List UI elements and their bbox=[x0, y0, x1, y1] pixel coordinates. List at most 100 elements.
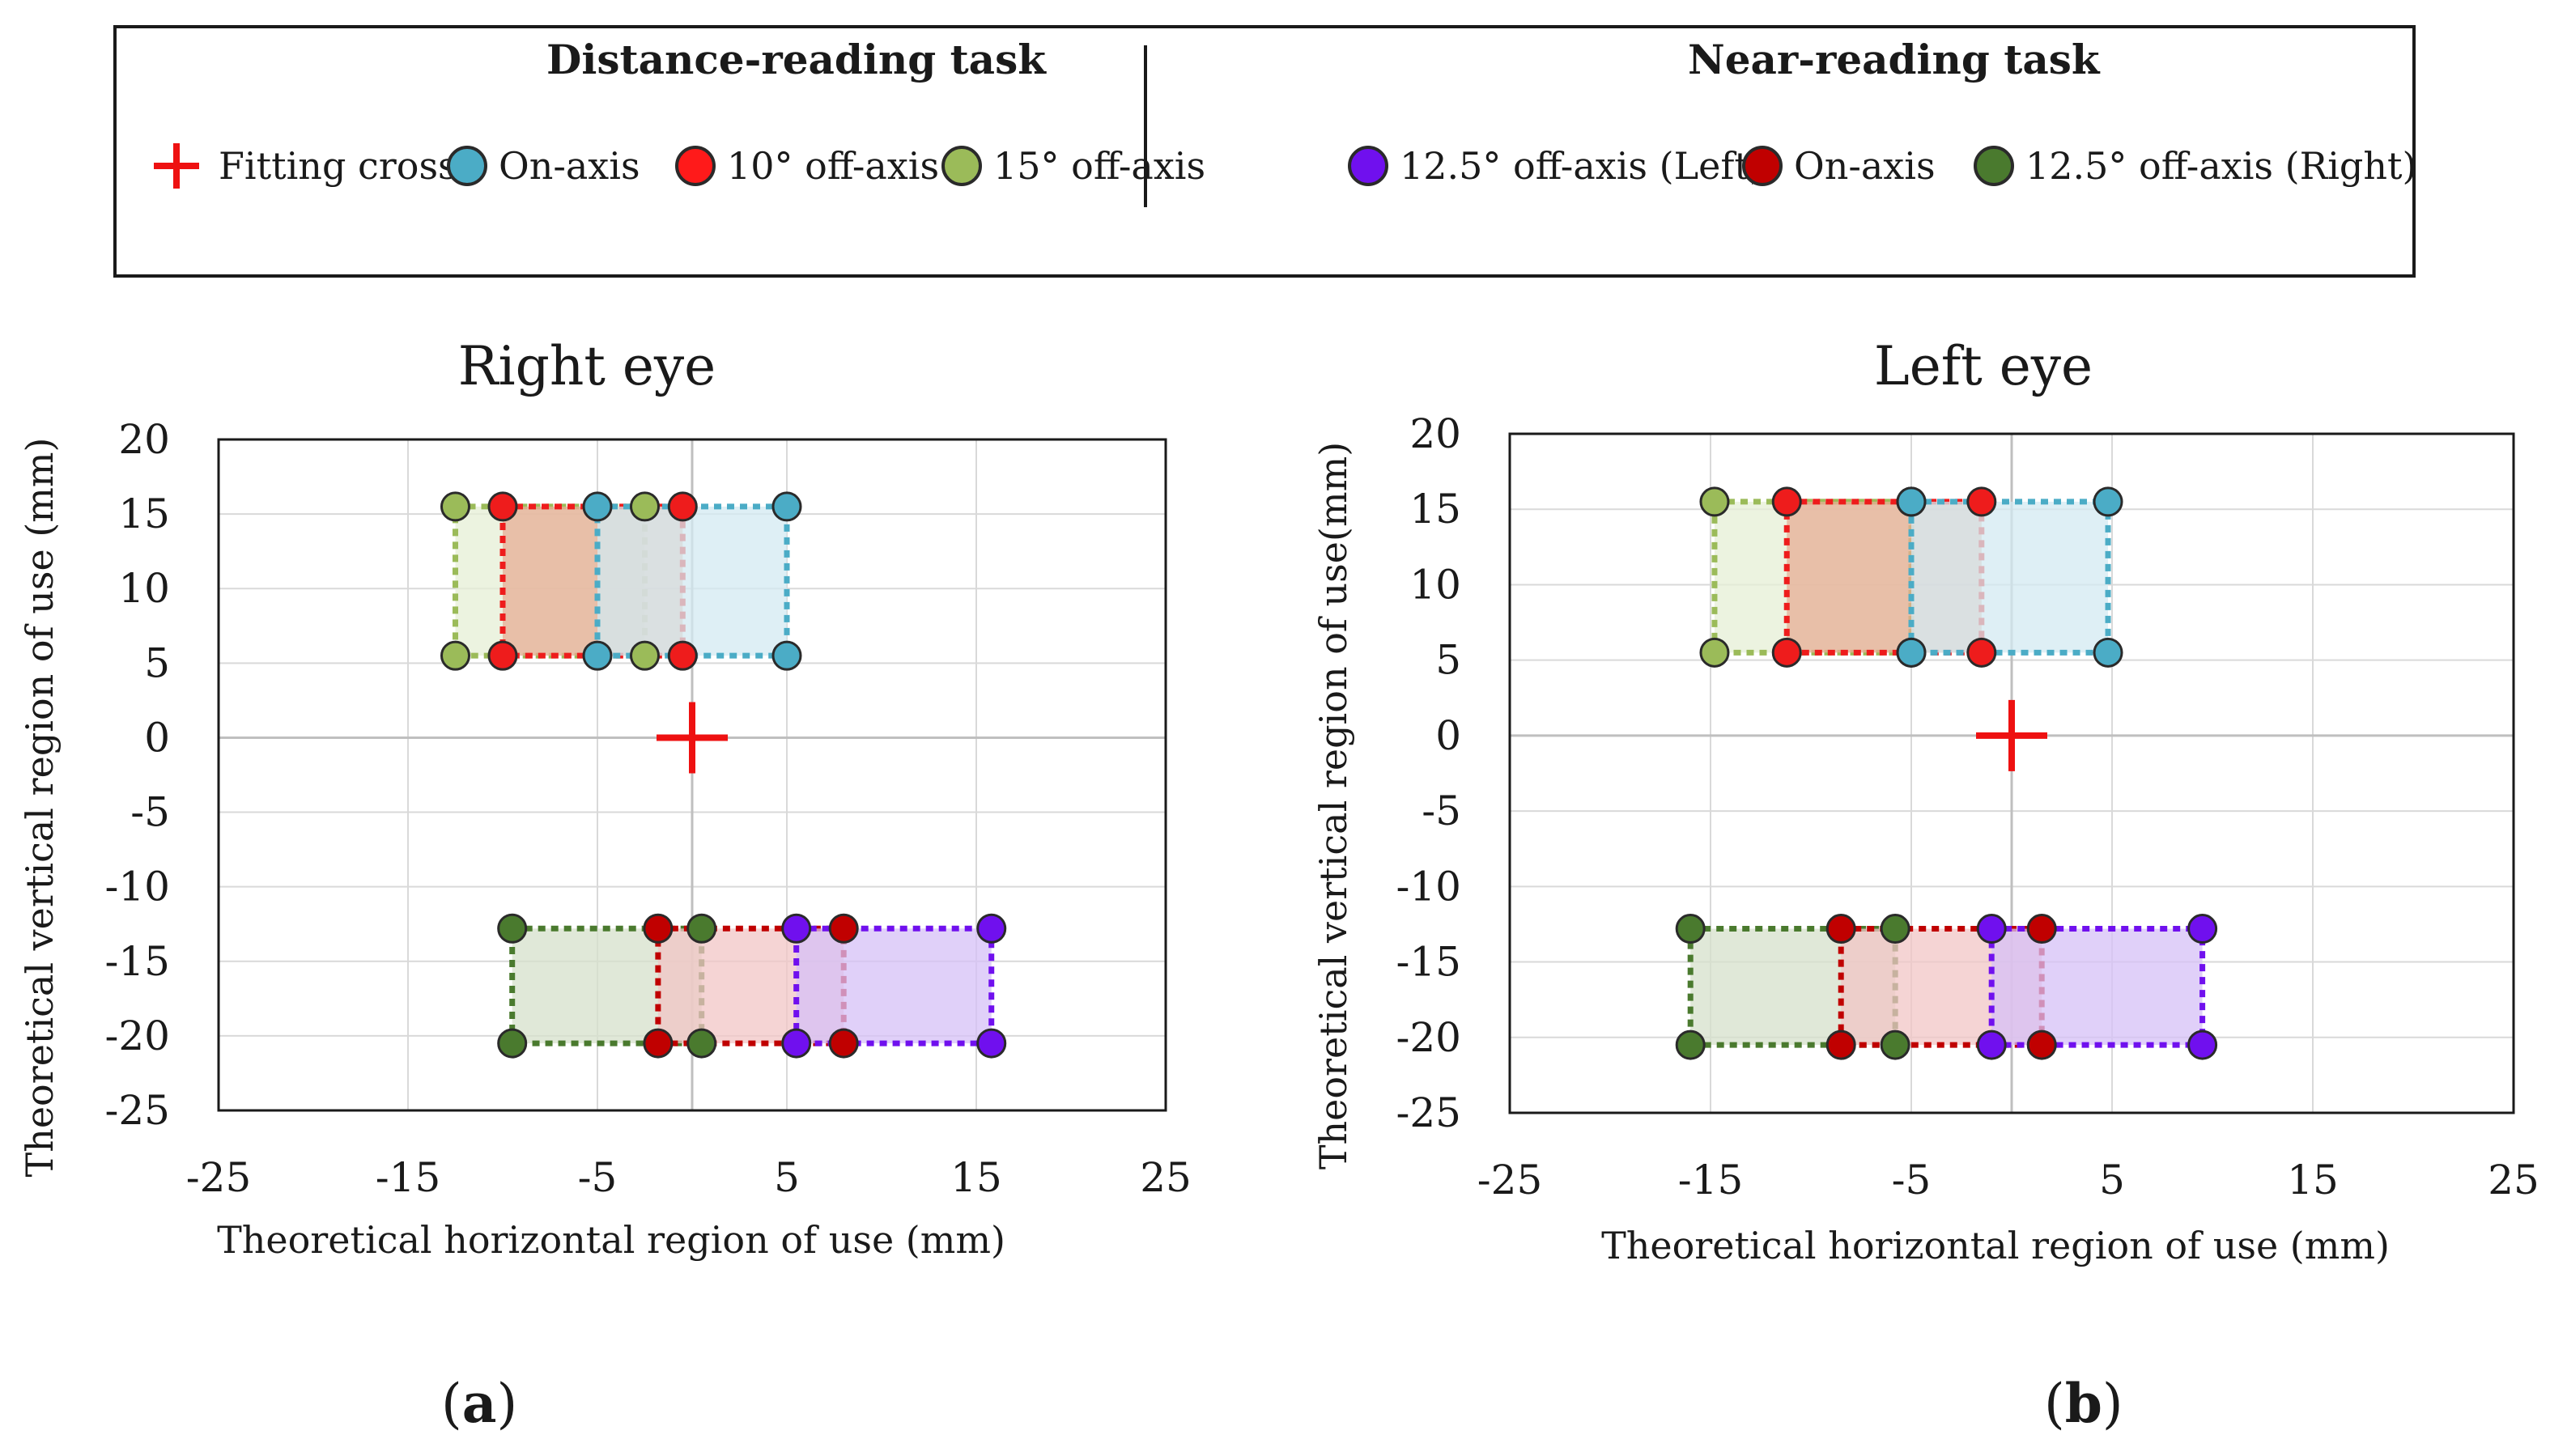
region-distance-on-axis bbox=[594, 503, 790, 659]
chart-right-eye: -25 -15 -5 5 15 25 20 15 10 5 0 -5 -10 -15 -20 -25 Right… bbox=[18, 335, 1192, 1262]
data-point bbox=[582, 640, 613, 671]
near-on-axis-dot-icon bbox=[1742, 146, 1783, 186]
data-point bbox=[686, 1028, 717, 1059]
x-tick-label: 25 bbox=[2488, 1157, 2539, 1203]
data-point bbox=[2026, 914, 2057, 944]
data-point bbox=[1699, 637, 1730, 668]
data-point bbox=[630, 640, 660, 671]
data-point bbox=[1976, 1029, 2007, 1060]
data-point bbox=[1966, 486, 1997, 517]
legend-distance-title: Distance-reading task bbox=[546, 36, 1046, 83]
region-distance-on-axis bbox=[1908, 499, 2111, 656]
x-tick-label: 15 bbox=[2287, 1157, 2339, 1203]
left-off-axis-dot-icon bbox=[1348, 146, 1388, 186]
data-point bbox=[643, 1028, 674, 1059]
data-point bbox=[771, 640, 802, 671]
data-point bbox=[1699, 486, 1730, 517]
chart-left-eye: -25 -15 -5 5 15 25 20 15 10 5 0 -5 -10 -15 -20 -25 Left … bbox=[1311, 335, 2539, 1267]
legend-label: 12.5° off-axis (Right) bbox=[2025, 144, 2417, 188]
y-axis-label: Theoretical vertical region of use (mm) bbox=[18, 438, 62, 1178]
x-axis-label: Theoretical horizontal region of use (mm… bbox=[217, 1218, 1005, 1262]
legend-label: Fitting cross bbox=[219, 144, 457, 188]
legend-item-10-off-axis: 10° off-axis bbox=[675, 138, 939, 194]
y-tick-label: -10 bbox=[104, 864, 170, 911]
data-point bbox=[2093, 486, 2123, 517]
x-tick-label: 25 bbox=[1140, 1154, 1192, 1201]
data-point bbox=[487, 640, 518, 671]
x-tick-label: 5 bbox=[774, 1154, 800, 1201]
data-point bbox=[771, 491, 802, 522]
x-tick-label: -25 bbox=[1477, 1157, 1543, 1203]
data-point bbox=[1896, 637, 1927, 668]
y-tick-label: 5 bbox=[1435, 637, 1461, 684]
data-point bbox=[976, 913, 1007, 944]
y-tick-label: 15 bbox=[1409, 486, 1461, 533]
y-tick-label: -20 bbox=[1396, 1014, 1461, 1061]
y-tick-label: 10 bbox=[1409, 561, 1461, 608]
plot-area-frame bbox=[1508, 432, 2515, 1114]
y-tick-label: 20 bbox=[118, 416, 170, 463]
data-point bbox=[1675, 914, 1706, 944]
data-point bbox=[1976, 914, 2007, 944]
legend-item-fitting-cross: Fitting cross bbox=[154, 138, 457, 194]
data-point bbox=[976, 1028, 1007, 1059]
y-tick-label: 15 bbox=[118, 490, 170, 537]
data-point bbox=[1771, 486, 1802, 517]
y-tick-label: 0 bbox=[144, 714, 170, 761]
y-tick-label: -5 bbox=[1422, 787, 1461, 834]
y-tick-label: -15 bbox=[104, 938, 170, 985]
data-point bbox=[1880, 914, 1910, 944]
data-point bbox=[1966, 637, 1997, 668]
legend-label: On-axis bbox=[1794, 144, 1936, 188]
plot-area-frame bbox=[217, 438, 1167, 1112]
ten-off-axis-dot-icon bbox=[675, 146, 716, 186]
data-point bbox=[2026, 1029, 2057, 1060]
x-axis-label: Theoretical horizontal region of use (mm… bbox=[1601, 1224, 2390, 1267]
data-point bbox=[2187, 914, 2218, 944]
legend-box bbox=[113, 25, 2416, 278]
region-near-12-5-off-axis-left- bbox=[1988, 926, 2206, 1048]
y-axis-label: Theoretical vertical region of use(mm) bbox=[1311, 442, 1355, 1169]
data-point bbox=[1825, 1029, 1856, 1060]
data-point bbox=[582, 491, 613, 522]
x-tick-label: 5 bbox=[2099, 1157, 2125, 1203]
data-point bbox=[667, 491, 698, 522]
data-point bbox=[781, 1028, 812, 1059]
fifteen-off-axis-dot-icon bbox=[941, 146, 982, 186]
data-point bbox=[828, 913, 859, 944]
data-point bbox=[2187, 1029, 2218, 1060]
data-point bbox=[2093, 637, 2123, 668]
x-tick-label: -5 bbox=[578, 1154, 618, 1201]
x-tick-label: -25 bbox=[186, 1154, 252, 1201]
data-point bbox=[1771, 637, 1802, 668]
legend-item-12-5-off-axis-right: 12.5° off-axis (Right) bbox=[1974, 138, 2416, 194]
data-point bbox=[497, 1028, 528, 1059]
data-point bbox=[630, 491, 660, 522]
y-tick-label: 20 bbox=[1409, 410, 1461, 457]
x-tick-label: -15 bbox=[1678, 1157, 1744, 1203]
data-point bbox=[1825, 914, 1856, 944]
data-point bbox=[828, 1028, 859, 1059]
legend-label: 12.5° off-axis (Left) bbox=[1400, 144, 1764, 188]
y-tick-label: -15 bbox=[1396, 939, 1461, 986]
legend-label: 10° off-axis bbox=[727, 144, 940, 188]
x-tick-label: -15 bbox=[376, 1154, 441, 1201]
data-point bbox=[487, 491, 518, 522]
y-tick-label: 10 bbox=[118, 565, 170, 612]
data-point bbox=[440, 640, 470, 671]
data-point bbox=[1896, 486, 1927, 517]
legend-divider bbox=[1144, 45, 1147, 207]
y-tick-label: -25 bbox=[1396, 1089, 1461, 1136]
legend-item-15-off-axis: 15° off-axis bbox=[941, 138, 1205, 194]
legend-label: 15° off-axis bbox=[993, 144, 1206, 188]
data-point bbox=[667, 640, 698, 671]
panel-label-a: (a) bbox=[441, 1372, 518, 1435]
y-tick-label: 5 bbox=[144, 639, 170, 686]
fitting-cross-icon bbox=[154, 143, 199, 189]
data-point bbox=[686, 913, 717, 944]
legend-item-distance-on-axis: On-axis bbox=[447, 138, 640, 194]
y-tick-label: 0 bbox=[1435, 712, 1461, 759]
y-tick-label: -5 bbox=[130, 789, 170, 836]
legend-near-title: Near-reading task bbox=[1688, 36, 2100, 83]
